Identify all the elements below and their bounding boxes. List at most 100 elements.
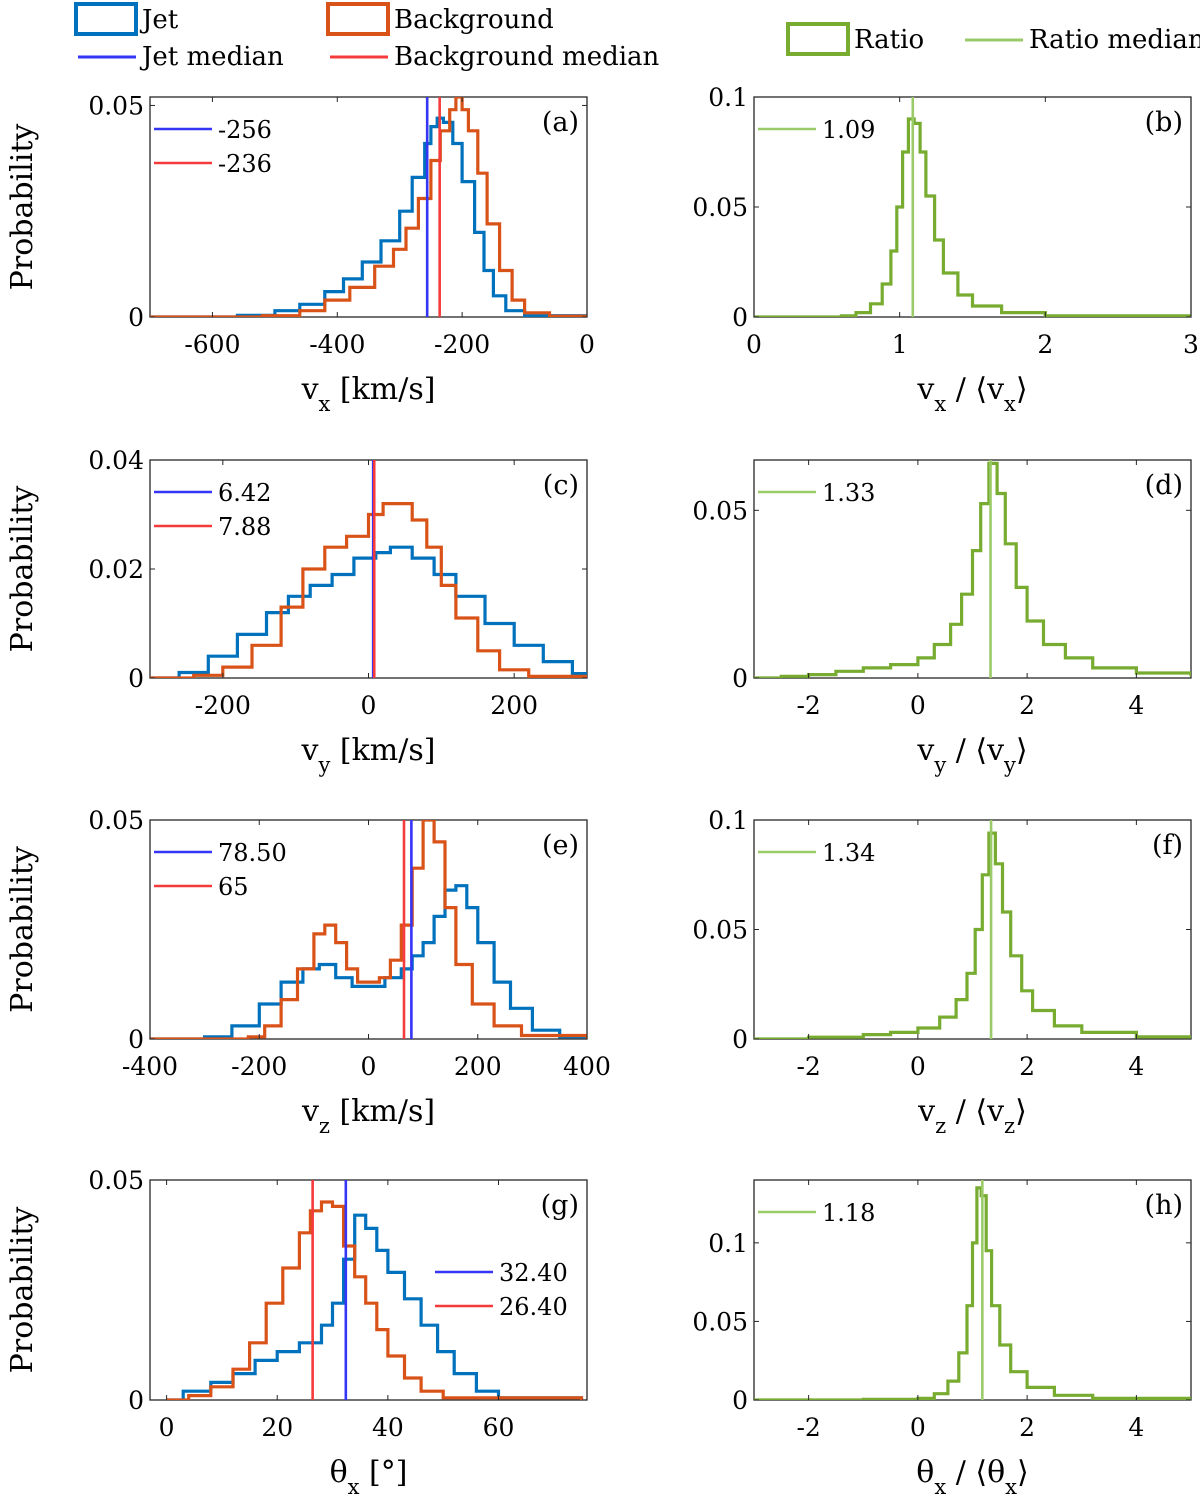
panel-e: -400 -200 0 200 400 0 0.05 vz [km/s] Probability…: [5, 806, 611, 1138]
panel-label: (e): [542, 830, 579, 861]
axes-box: [753, 819, 1192, 1040]
x-tick-label: -200: [195, 691, 251, 720]
median-legend-value: 1.33: [822, 479, 875, 507]
plot-area: [150, 97, 587, 317]
legend-label: Ratio median: [1029, 25, 1200, 55]
x-axis-label: θx [°]: [330, 1455, 408, 1499]
x-tick-label: 0: [361, 691, 377, 720]
x-tick-label: -200: [231, 1052, 287, 1081]
x-tick-label: -2: [796, 1052, 820, 1081]
legend-label: Jet median: [139, 42, 284, 72]
median-legend-value: 65: [218, 873, 249, 901]
series-jet: [150, 884, 587, 1039]
y-tick-label: 0.05: [88, 91, 144, 120]
legend-item-jet-median: Jet median: [78, 42, 284, 72]
plot-area: [754, 97, 1191, 317]
median-legend-value: 1.34: [822, 839, 875, 867]
x-tick-label: 60: [483, 1413, 515, 1442]
x-tick-label: -600: [184, 330, 240, 359]
panel-label: (f): [1152, 830, 1183, 861]
x-tick-label: 0: [910, 691, 926, 720]
median-legend-value: -236: [218, 150, 272, 178]
panel-d: -2 0 2 4 0 0.05 vy / ⟨vy⟩ (d) 1.33: [692, 459, 1192, 777]
legend-label: Background: [394, 5, 554, 35]
plot-area: [150, 820, 587, 1039]
series-background: [150, 502, 587, 678]
median-legend-value: 78.50: [218, 839, 287, 867]
y-tick-label: 0.05: [88, 1166, 144, 1195]
x-tick-label: -400: [122, 1052, 178, 1081]
panel-label: (c): [543, 470, 579, 501]
y-tick-label: 0.04: [88, 446, 144, 475]
y-tick-label: 0: [732, 1386, 748, 1415]
x-tick-label: 20: [261, 1413, 293, 1442]
y-tick-label: 0: [732, 1025, 748, 1054]
x-tick-label: 1: [892, 330, 908, 359]
plot-area: [754, 1180, 1191, 1400]
x-tick-label: 2: [1037, 330, 1053, 359]
x-tick-label: 3: [1183, 330, 1199, 359]
y-tick-label: 0: [128, 1386, 144, 1415]
legend-item-jet: Jet: [74, 2, 179, 36]
x-tick-label: -2: [796, 1413, 820, 1442]
series-background: [150, 97, 587, 317]
legend-label: Ratio: [854, 25, 924, 55]
x-axis-label: vy / ⟨vy⟩: [916, 733, 1027, 777]
x-tick-label: 0: [361, 1052, 377, 1081]
x-tick-label: 4: [1128, 1413, 1144, 1442]
axes-box: [753, 96, 1192, 318]
legend-item-background-median: Background median: [330, 42, 660, 72]
x-axis-label: θx / ⟨θx⟩: [916, 1455, 1028, 1499]
legend-item-ratio: Ratio: [786, 22, 924, 56]
x-axis-label: vy [km/s]: [301, 733, 436, 777]
series-jet: [150, 545, 587, 678]
y-tick-label: 0.05: [692, 193, 748, 222]
x-tick-label: 2: [1019, 691, 1035, 720]
series-jet: [166, 1213, 584, 1400]
legend-swatch-box: [786, 22, 850, 56]
x-tick-label: 4: [1128, 1052, 1144, 1081]
legend-label: Background median: [394, 42, 660, 72]
panel-g: 0 20 40 60 0 0.05 θx [°] Probability (g) 32.40 26.…: [5, 1166, 588, 1499]
x-tick-label: -400: [309, 330, 365, 359]
series-background: [150, 820, 587, 1039]
plot-area: [754, 460, 1191, 678]
panel-h: -2 0 2 4 0 0.05 0.1 θx / ⟨θx⟩ (h) 1.18: [692, 1179, 1192, 1499]
series-background: [166, 1200, 584, 1400]
y-tick-label: 0.1: [708, 1229, 748, 1258]
axes-box: [753, 459, 1192, 679]
median-legend-value: 26.40: [499, 1293, 568, 1321]
median-legend-value: 1.09: [822, 116, 875, 144]
axes-box: [753, 1179, 1192, 1401]
x-tick-label: 40: [372, 1413, 404, 1442]
legend-item-ratio-median: Ratio median: [965, 25, 1200, 55]
axes-box: [149, 1179, 588, 1401]
y-axis-label: Probability: [5, 124, 40, 291]
y-axis-label: Probability: [5, 1207, 40, 1374]
panel-f: -2 0 2 4 0 0.05 0.1 vz / ⟨vz⟩ (f) 1.34: [692, 806, 1192, 1138]
panel-c: -200 0 200 0 0.02 0.04 vy [km/s] Probability (c)…: [5, 446, 588, 777]
x-axis-label: vx [km/s]: [301, 372, 436, 416]
median-legend-value: 6.42: [218, 479, 271, 507]
plot-area: [166, 1180, 584, 1400]
x-tick-label: -2: [796, 691, 820, 720]
x-tick-label: 2: [1019, 1052, 1035, 1081]
y-tick-label: 0: [732, 664, 748, 693]
panel-label: (g): [541, 1190, 579, 1221]
series-ratio: [754, 117, 1191, 317]
median-legend-value: 32.40: [499, 1259, 568, 1287]
y-tick-label: 0.05: [692, 916, 748, 945]
y-tick-label: 0.02: [88, 555, 144, 584]
y-tick-label: 0: [128, 303, 144, 332]
series-ratio: [754, 461, 1191, 678]
legend-swatch-box: [74, 2, 138, 36]
panel-a: -600 -400 -200 0 0 0.05 vx [km/s] Probability (a…: [5, 91, 595, 416]
axes-box: [149, 96, 588, 318]
x-tick-label: 0: [910, 1052, 926, 1081]
x-tick-label: 0: [746, 330, 762, 359]
legend-item-background: Background: [326, 2, 554, 36]
x-tick-label: 2: [1019, 1413, 1035, 1442]
plot-area: [754, 820, 1191, 1039]
y-axis-label: Probability: [5, 486, 40, 653]
